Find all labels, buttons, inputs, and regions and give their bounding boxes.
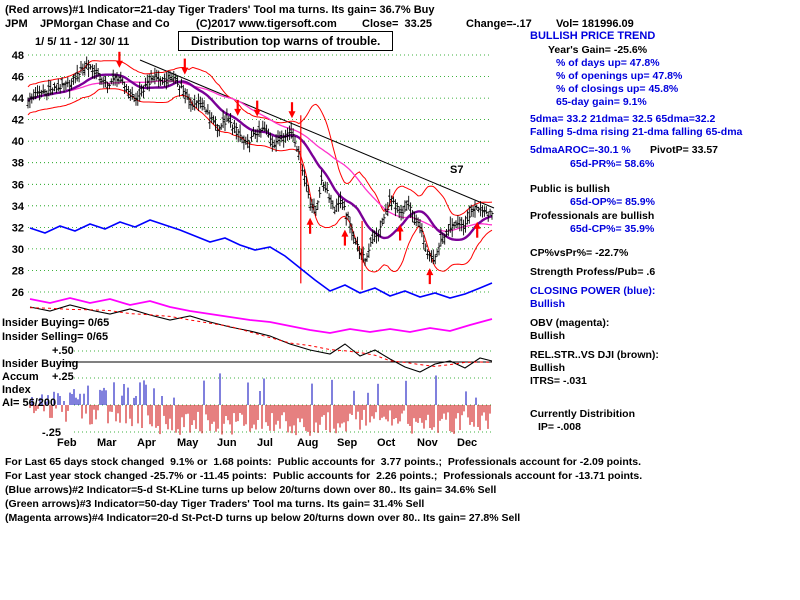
panel-line: CLOSING POWER (blue): — [530, 285, 656, 297]
legend-line: (Blue arrows)#2 Indicator=5-d St-KLine t… — [5, 484, 497, 496]
panel-line: Falling 5-dma rising 21-dma falling 65-d… — [530, 126, 743, 138]
ticker-symbol: JPM — [5, 18, 28, 30]
chart-label: Accum — [2, 371, 39, 383]
svg-text:42: 42 — [12, 115, 24, 127]
annotations: S7 — [450, 164, 463, 176]
legend-line: (Green arrows)#3 Indicator=50-day Tiger … — [5, 498, 425, 510]
sell-arrows — [115, 51, 296, 119]
legend-line: (Magenta arrows)#4 Indicator=20-d St-Pct… — [5, 512, 521, 524]
panel-line: OBV (magenta): — [530, 317, 610, 329]
panel-line: 65-day gain= 9.1% — [556, 96, 647, 108]
volatility-bands — [27, 60, 493, 273]
legend-line: For Last 65 days stock changed 9.1% or 1… — [5, 456, 641, 468]
svg-text:Jun: Jun — [217, 437, 237, 449]
svg-text:May: May — [177, 437, 199, 449]
svg-text:48: 48 — [12, 50, 24, 62]
svg-text:44: 44 — [12, 93, 25, 105]
chart-title-box: Distribution top warns of trouble. — [178, 31, 394, 51]
chart-label: Index — [2, 384, 31, 396]
svg-text:28: 28 — [12, 265, 24, 277]
panel-line: Bullish — [530, 362, 566, 374]
obv-line — [29, 297, 493, 334]
panel-line: 5dmaAROC=-30.1 % — [530, 144, 631, 156]
price-trend-header: BULLISH PRICE TREND — [530, 30, 656, 42]
chart-label: Insider Selling= 0/65 — [2, 331, 109, 343]
panel-line: Year's Gain= -25.6% — [548, 44, 648, 56]
panel-line: 65d-PR%= 58.6% — [570, 158, 655, 170]
svg-text:26: 26 — [12, 287, 24, 299]
panel-line: Currently Distribition — [530, 408, 636, 420]
signal-vlines — [300, 115, 363, 290]
panel-line: % of days up= 47.8% — [556, 57, 660, 69]
panel-line: Bullish — [530, 330, 566, 342]
svg-text:36: 36 — [12, 179, 24, 191]
company-name: JPMorgan Chase and Co — [40, 18, 170, 30]
date-range: 1/ 5/ 11 - 12/ 30/ 11 — [35, 36, 130, 48]
relative-strength-line — [29, 304, 493, 373]
svg-text:Sep: Sep — [337, 437, 357, 449]
accum-grid — [74, 350, 492, 433]
panel-line: CP%vsPr%= -22.7% — [530, 247, 629, 259]
panel-line: Public is bullish — [530, 183, 610, 195]
svg-text:Feb: Feb — [57, 437, 77, 449]
legend-line: For Last year stock changed -25.7% or -1… — [5, 470, 643, 482]
svg-text:Aug: Aug — [297, 437, 318, 449]
svg-text:34: 34 — [12, 201, 25, 213]
chart-label: AI= 56/200 — [2, 397, 57, 409]
panel-line: 65d-OP%= 85.9% — [570, 196, 655, 208]
panel-line: Professionals are bullish — [530, 210, 655, 222]
panel-line: Strength Profess/Pub= .6 — [530, 266, 656, 278]
svg-text:S7: S7 — [450, 164, 463, 176]
accum-index-histogram — [29, 373, 491, 436]
svg-text:Apr: Apr — [137, 437, 157, 449]
svg-text:Nov: Nov — [417, 437, 439, 449]
price-bars — [26, 56, 494, 266]
svg-text:Jul: Jul — [257, 437, 273, 449]
panel-line: 5dma= 33.2 21dma= 32.5 65dma=32.2 — [530, 113, 716, 125]
volume-value: Vol= 181996.09 — [556, 18, 634, 30]
svg-text:46: 46 — [12, 72, 24, 84]
price-axis: 48 46 44 42 40 38 36 34 32 30 28 26 — [12, 50, 25, 299]
panel-line: REL.STR..VS DJI (brown): — [530, 349, 659, 361]
copyright-site: (C)2017 www.tigersoft.com — [196, 18, 337, 30]
moving-averages — [27, 73, 493, 241]
panel-line: Bullish — [530, 298, 566, 310]
change-value: Change=-.17 — [466, 18, 532, 30]
svg-text:Dec: Dec — [457, 437, 477, 449]
chart-label: +.25 — [52, 371, 74, 383]
red-arrows-indicator-legend: (Red arrows)#1 Indicator=21-day Tiger Tr… — [5, 4, 435, 16]
chart-label: Insider Buying= 0/65 — [2, 317, 110, 329]
svg-text:32: 32 — [12, 222, 24, 234]
chart-label: +.50 — [52, 345, 74, 357]
svg-text:Mar: Mar — [97, 437, 117, 449]
panel-line: 65d-CP%= 35.9% — [570, 223, 655, 235]
svg-text:30: 30 — [12, 244, 24, 256]
month-axis: Feb Mar Apr May Jun Jul Aug Sep Oct Nov Dec — [57, 437, 477, 449]
panel-line: IP= -.008 — [538, 421, 581, 433]
close-value: Close= 33.25 — [362, 18, 433, 30]
svg-text:Oct: Oct — [377, 437, 396, 449]
panel-line: PivotP= 33.57 — [650, 144, 718, 156]
panel-line: % of closings up= 45.8% — [556, 83, 679, 95]
panel-line: % of openings up= 47.8% — [556, 70, 683, 82]
panel-line: ITRS= -.031 — [530, 375, 587, 387]
downtrend-line — [139, 59, 495, 209]
chart-label: -.25 — [42, 427, 61, 439]
chart-label: Insider Buying — [2, 358, 79, 370]
svg-text:38: 38 — [12, 158, 24, 170]
closing-power-line — [29, 219, 493, 299]
svg-text:40: 40 — [12, 136, 24, 148]
buy-arrows — [306, 217, 481, 285]
